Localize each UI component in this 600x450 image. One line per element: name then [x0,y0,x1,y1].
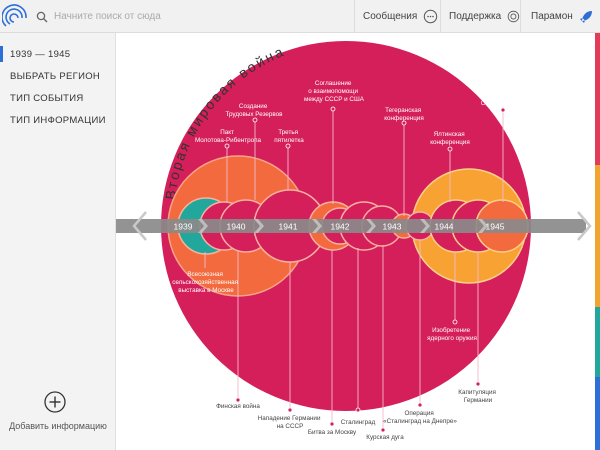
search-input[interactable] [52,10,336,23]
year-label-1945[interactable]: 1945 [486,222,505,232]
event-label-yalta[interactable]: Ялтинская конференция [430,131,470,146]
sidebar-item-event-type[interactable]: ТИП СОБЫТИЯ [10,93,84,104]
event-label-tehran[interactable]: Тегеранская конференция [384,107,424,122]
event-label-kursk[interactable]: Курская дуга [366,434,404,441]
messages-label: Сообщения [363,11,418,22]
leader-dots [224,106,506,433]
messages-button[interactable]: Сообщения [354,0,440,33]
app-logo-icon[interactable] [2,2,30,30]
event-label-vshv[interactable]: Всесоюзная сельскохозяйственная выставка… [172,271,240,294]
user-name: Парамон [531,11,573,22]
lifebuoy-icon [507,10,520,23]
color-strip-amber [595,165,600,307]
event-label-capitulation[interactable]: Капитуляция Германии [458,389,497,404]
color-strip-blue [595,377,600,450]
chevron-right-icon[interactable] [577,211,592,241]
timeline-axis [116,219,586,233]
search-bar [34,0,352,33]
year-label-1943[interactable]: 1943 [383,222,402,232]
event-labels-top: Соглашение о взаимопомощи между СССР и С… [195,80,526,146]
leader-lines [204,110,504,430]
chevron-left-icon[interactable] [132,211,147,241]
year-label-1944[interactable]: 1944 [435,222,454,232]
event-label-attack[interactable]: Нападение Германии на СССР [258,415,322,430]
chat-bubble-icon [424,9,438,24]
support-button[interactable]: Поддержка [440,0,520,33]
timeline-canvas: Вторая мировая война 1939 1940 1941 1942… [116,41,592,441]
year-label-1942[interactable]: 1942 [331,222,350,232]
event-label-nuclear[interactable]: Изобретение ядерного оружия [427,326,477,342]
event-label-molotov[interactable]: Пакт Молотова-Рибентропа [195,129,262,144]
year-label-1939[interactable]: 1939 [174,222,193,232]
top-bar: Сообщения Поддержка Парамон [0,0,600,33]
axis-chevrons [198,219,488,233]
add-circle-icon[interactable] [44,391,66,413]
event-labels-bottom: Финская война Нападение Германии на СССР… [216,389,497,441]
event-label-stalingrad[interactable]: Сталинград [341,419,376,426]
user-menu[interactable]: Парамон [520,0,600,33]
sidebar: 1939 — 1945 ВЫБРАТЬ РЕГИОН ТИП СОБЫТИЯ Т… [0,33,116,450]
event-label-finnish[interactable]: Финская война [216,402,260,410]
event-label-trudovye[interactable]: Создание Трудовых Резервов [225,103,283,118]
rocket-icon [579,10,592,23]
year-labels: 1939 1940 1941 1942 1943 1944 1945 [174,222,505,232]
event-labels-inner: Всесоюзная сельскохозяйственная выставка… [172,271,477,342]
event-label-moscow[interactable]: Битва за Москву [308,429,357,436]
year-label-1940[interactable]: 1940 [227,222,246,232]
add-info-label[interactable]: Добавить информацию [9,421,107,431]
color-strip-red [595,33,600,165]
sidebar-item-info-type[interactable]: ТИП ИНФОРМАЦИИ [10,115,106,126]
search-icon[interactable] [36,11,48,23]
event-label-five-year[interactable]: Третья пятилетка [274,129,304,144]
sidebar-item-period[interactable]: 1939 — 1945 [0,46,71,62]
event-label-un[interactable]: Создание ООН [481,100,526,107]
event-label-agreement[interactable]: Соглашение о взаимопомощи между СССР и С… [304,80,365,103]
support-label: Поддержка [449,11,502,22]
sidebar-item-region[interactable]: ВЫБРАТЬ РЕГИОН [10,71,101,82]
color-strip-teal [595,307,600,377]
event-label-dnepr[interactable]: Операция «Сталинград на Днепре» [383,410,457,425]
year-label-1941[interactable]: 1941 [279,222,298,232]
